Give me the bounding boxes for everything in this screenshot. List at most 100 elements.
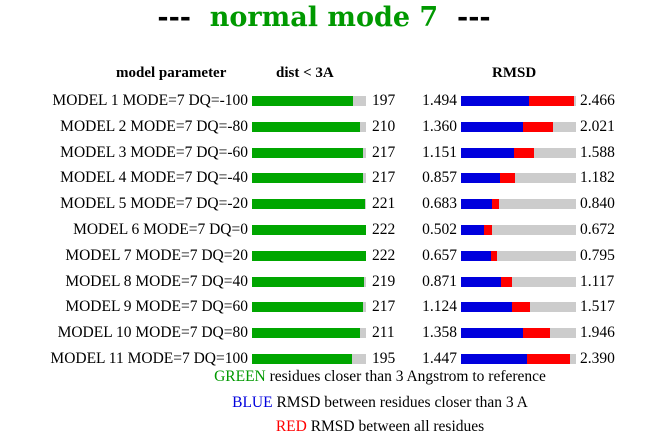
legend-green: GREEN residues closer than 3 Angstrom to… <box>0 368 648 386</box>
table-row: MODEL 3 MODE=7 DQ=-60 217 1.151 1.588 <box>0 140 648 166</box>
table-row: MODEL 1 MODE=7 DQ=-100 197 1.494 2.466 <box>0 88 648 114</box>
rmsd-all-value: 0.840 <box>580 195 615 213</box>
model-label: MODEL 6 MODE=7 DQ=0 <box>73 220 248 238</box>
rmsd-bar-track <box>461 199 576 210</box>
rmsd-bar-blue <box>461 302 513 313</box>
dist-bar-green <box>252 96 354 106</box>
dist-bar-green <box>252 224 366 235</box>
rmsd-bar-blue <box>461 121 524 132</box>
model-label: MODEL 5 MODE=7 DQ=-20 <box>60 195 248 213</box>
dist-bar-track <box>252 328 366 339</box>
rmsd-all-value: 2.390 <box>580 349 615 367</box>
rmsd-all-value: 1.946 <box>580 324 615 342</box>
rmsd-bar-blue <box>461 147 514 158</box>
rmsd-bar-red <box>512 302 531 313</box>
title-name: normal mode 7 <box>209 2 439 33</box>
legend-green-text: residues closer than 3 Angstrom to refer… <box>269 368 546 385</box>
rmsd-close-value: 1.124 <box>422 298 457 316</box>
title-dash-left: --- <box>157 2 191 33</box>
rmsd-all-value: 0.672 <box>580 220 615 238</box>
rmsd-bar-red <box>527 353 571 364</box>
dist-value: 217 <box>372 169 396 187</box>
table-row: MODEL 7 MODE=7 DQ=20 222 0.657 0.795 <box>0 243 648 269</box>
dist-bar-track <box>252 250 366 261</box>
rmsd-all-value: 1.588 <box>580 143 615 161</box>
legend-red-word: RED <box>275 418 307 435</box>
dist-bar-green <box>252 199 366 210</box>
rmsd-bar-red <box>492 199 500 210</box>
rmsd-close-value: 0.657 <box>422 246 457 264</box>
rmsd-bar-red <box>500 276 513 287</box>
rmsd-bar-blue <box>461 173 501 184</box>
dist-bar-green <box>252 121 360 132</box>
rmsd-bar-red <box>523 328 550 339</box>
rmsd-bar-track <box>461 224 576 235</box>
dist-bar-green <box>252 276 365 287</box>
rmsd-bar-blue <box>461 276 501 287</box>
rmsd-bar-track <box>461 147 576 158</box>
dist-value: 197 <box>372 92 396 109</box>
header-dist: dist < 3A <box>276 65 334 81</box>
legend-red: RED RMSD between all residues <box>0 418 648 436</box>
model-label: MODEL 3 MODE=7 DQ=-60 <box>60 143 248 161</box>
rmsd-all-value: 0.795 <box>580 246 615 264</box>
rmsd-bar-track <box>461 353 576 364</box>
dist-value: 219 <box>372 272 396 290</box>
rmsd-bar-red <box>500 173 515 184</box>
dist-bar-track <box>252 224 366 235</box>
dist-bar-track <box>252 302 366 313</box>
model-table: MODEL 1 MODE=7 DQ=-100 197 1.494 2.466 MODEL… <box>0 88 648 372</box>
model-label: MODEL 2 MODE=7 DQ=-80 <box>60 117 248 135</box>
model-label: MODEL 11 MODE=7 DQ=100 <box>50 349 248 367</box>
rmsd-close-value: 0.502 <box>422 220 457 238</box>
rmsd-all-value: 1.117 <box>580 272 615 290</box>
rmsd-close-value: 0.871 <box>422 272 457 290</box>
dist-bar-track <box>252 353 366 364</box>
header-model-parameter: model parameter <box>116 65 227 81</box>
rmsd-all-value: 2.021 <box>580 117 615 135</box>
rmsd-bar-track <box>461 328 576 339</box>
dist-value: 221 <box>372 195 396 213</box>
rmsd-all-value: 2.466 <box>580 92 615 109</box>
rmsd-bar-track <box>461 250 576 261</box>
rmsd-bar-track <box>461 173 576 184</box>
model-label: MODEL 9 MODE=7 DQ=60 <box>65 298 248 316</box>
page-title: --- normal mode 7 --- <box>0 2 648 34</box>
rmsd-all-value: 1.517 <box>580 298 615 316</box>
dist-bar-green <box>252 302 364 313</box>
dist-value: 210 <box>372 117 396 135</box>
rmsd-bar-track <box>461 276 576 287</box>
legend-red-text: RMSD between all residues <box>310 418 485 435</box>
dist-bar-track <box>252 173 366 184</box>
rmsd-bar-track <box>461 121 576 132</box>
dist-value: 211 <box>372 324 395 342</box>
dist-value: 222 <box>372 246 396 264</box>
rmsd-close-value: 1.358 <box>422 324 457 342</box>
rmsd-close-value: 1.360 <box>422 117 457 135</box>
dist-value: 217 <box>372 143 396 161</box>
rmsd-close-value: 0.857 <box>422 169 457 187</box>
dist-bar-green <box>252 353 353 364</box>
legend-blue: BLUE RMSD between residues closer than 3… <box>0 394 648 412</box>
dist-value: 195 <box>372 349 396 367</box>
legend-blue-text: RMSD between residues closer than 3 A <box>276 394 528 411</box>
model-label: MODEL 4 MODE=7 DQ=-40 <box>60 169 248 187</box>
rmsd-bar-red <box>513 147 534 158</box>
rmsd-bar-blue <box>461 250 492 261</box>
rmsd-bar-blue <box>461 199 493 210</box>
rmsd-close-value: 1.151 <box>422 143 457 161</box>
title-dash-right: --- <box>457 2 491 33</box>
model-label: MODEL 10 MODE=7 DQ=80 <box>57 324 248 342</box>
rmsd-close-value: 0.683 <box>422 195 457 213</box>
dist-bar-green <box>252 147 364 158</box>
rmsd-bar-red <box>491 250 498 261</box>
rmsd-close-value: 1.447 <box>422 349 457 367</box>
rmsd-close-value: 1.494 <box>422 92 457 109</box>
table-row: MODEL 8 MODE=7 DQ=40 219 0.871 1.117 <box>0 269 648 295</box>
dist-bar-green <box>252 328 361 339</box>
table-row: MODEL 6 MODE=7 DQ=0 222 0.502 0.672 <box>0 217 648 243</box>
rmsd-bar-red <box>523 121 554 132</box>
dist-value: 217 <box>372 298 396 316</box>
model-label: MODEL 1 MODE=7 DQ=-100 <box>52 92 248 109</box>
dist-bar-track <box>252 121 366 132</box>
